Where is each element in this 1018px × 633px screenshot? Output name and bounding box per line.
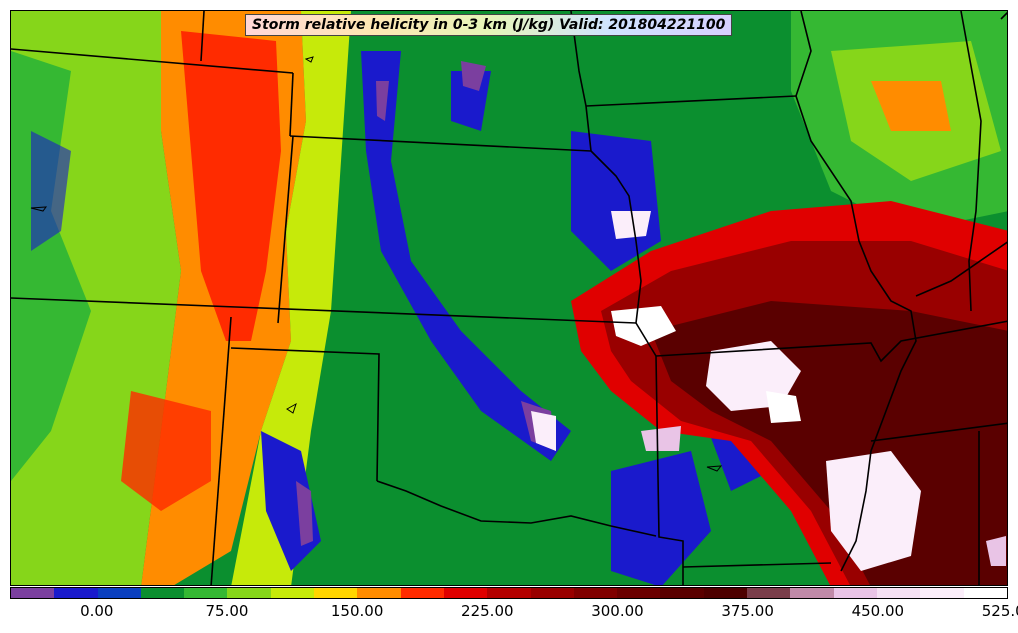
border-ok-panhandle (230, 347, 380, 482)
field-west-blue (31, 131, 71, 251)
colorbar-swatch (660, 588, 704, 598)
colorbar-tick-label: 450.00 (851, 602, 905, 620)
border-wy-sd (289, 72, 294, 137)
colorbar-swatch (400, 588, 444, 598)
field-plains-yellow (231, 11, 351, 585)
colorbar-swatch (11, 588, 55, 598)
field-purple-1 (376, 81, 389, 121)
border-wy-mt (11, 48, 294, 74)
colorbar-swatch (833, 588, 877, 598)
colorbar-swatch (530, 588, 574, 598)
colorbar-swatch (270, 588, 315, 598)
border-ky-tn (915, 241, 1007, 297)
field-core-8 (986, 536, 1006, 566)
colorbar-swatch (357, 588, 401, 598)
lake-1 (304, 56, 314, 63)
colorbar-tick-label: 75.00 (205, 602, 249, 620)
field-rockies-red (181, 31, 281, 341)
field-sw-red (121, 391, 211, 511)
lake-outlines (30, 56, 723, 472)
colorbar-tick-labels: 0.00 75.00 150.00 225.00 300.00 375.00 450.00 5… (10, 602, 1018, 626)
border-co-ne (277, 135, 294, 324)
colorbar-swatch (140, 588, 185, 598)
colorbar-swatch (97, 588, 141, 598)
colorbar (10, 587, 1008, 599)
map-panel (10, 10, 1008, 586)
map-title: Storm relative helicity in 0-3 km (J/kg)… (245, 14, 733, 36)
colorbar-swatch (617, 588, 661, 598)
colorbar-swatch (573, 588, 618, 598)
border-mi-corner (1000, 11, 1007, 20)
field-core-1 (611, 306, 676, 346)
border-wi-mn (795, 11, 812, 97)
colorbar-tick-label: 300.00 (591, 602, 644, 620)
colorbar-swatch (876, 588, 921, 598)
lake-2 (30, 206, 48, 212)
border-ok-ar (655, 355, 684, 585)
field-core-6 (531, 411, 556, 451)
state-boundaries (11, 11, 1007, 585)
field-purple-2 (461, 61, 486, 91)
colorbar-tick-label: 525.00 (981, 602, 1018, 620)
field-blue-north (451, 71, 491, 131)
border-ia-mn (585, 95, 797, 107)
colorbar-swatch (227, 588, 271, 598)
helicity-map (11, 11, 1007, 585)
colorbar-swatch (443, 588, 488, 598)
colorbar-tick-label: 150.00 (330, 602, 384, 620)
colorbar-swatch (487, 588, 531, 598)
field-core-7 (641, 426, 681, 451)
border-ne-sd (289, 135, 592, 152)
colorbar-swatch (314, 588, 358, 598)
colorbar-swatch (54, 588, 98, 598)
colorbar-swatch (747, 588, 791, 598)
border-mississippi (795, 95, 917, 572)
field-core-3 (766, 391, 801, 423)
colorbar-swatch (184, 588, 228, 598)
field-blue-texas (611, 451, 711, 585)
field-purple-3 (296, 481, 313, 546)
border-ks-ne (11, 297, 637, 324)
border-mo-ar (655, 320, 1007, 363)
border-nm-west (210, 316, 232, 585)
colorbar-swatch (703, 588, 748, 598)
border-ms-tn (870, 422, 1007, 442)
border-missouri-river (590, 150, 657, 357)
colorbar-tick-label: 225.00 (461, 602, 514, 620)
lake-4 (706, 465, 723, 472)
field-core-4 (826, 451, 921, 571)
colorbar-swatch (920, 588, 964, 598)
colorbar-swatch (790, 588, 834, 598)
border-tx-la (682, 562, 832, 568)
colorbar-tick-label: 375.00 (721, 602, 774, 620)
border-red-river (376, 480, 657, 537)
colorbar-tick-label: 0.00 (80, 602, 114, 620)
border-ne-ia (570, 11, 592, 152)
lake-3 (286, 402, 297, 414)
colorbar-swatch (963, 588, 1007, 598)
field-ne-orange (871, 81, 951, 131)
field-core-5 (611, 211, 651, 239)
border-in-il (960, 11, 982, 312)
border-id-mt (200, 11, 205, 62)
